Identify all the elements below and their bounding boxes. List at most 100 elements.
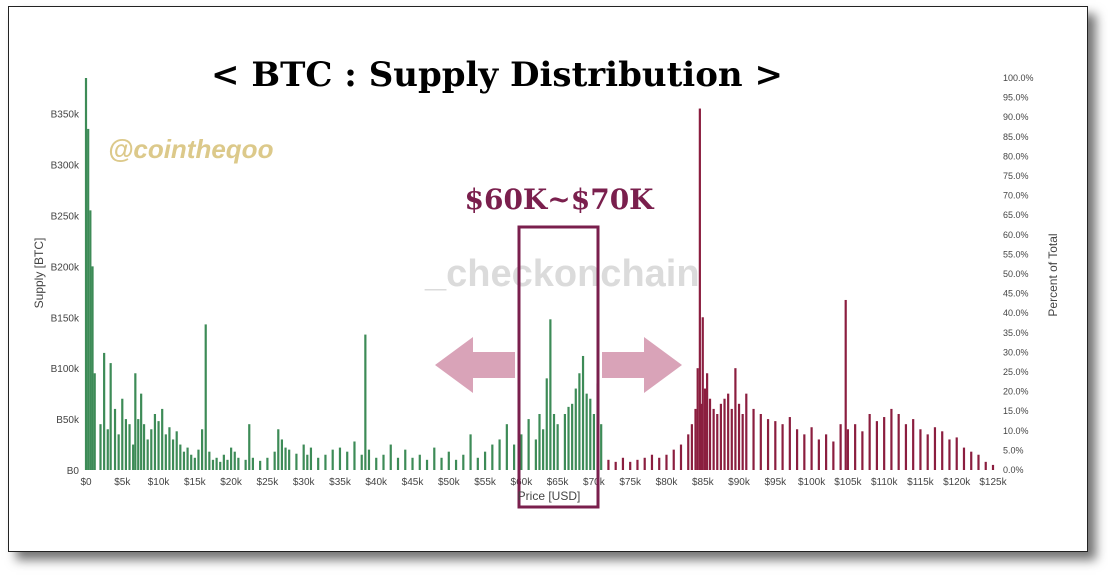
bar-s0-85 <box>498 439 501 470</box>
bar-s1-53 <box>904 424 908 470</box>
bar-s0-99 <box>571 403 574 470</box>
bar-s0-27 <box>175 431 178 470</box>
bar-s1-45 <box>846 429 849 470</box>
bar-s1-52 <box>897 414 900 470</box>
bar-s1-37 <box>795 429 799 470</box>
bar-s0-4 <box>93 373 96 470</box>
bar-s1-63 <box>977 454 980 470</box>
bar-s0-55 <box>295 453 298 470</box>
bar-s1-40 <box>817 439 820 470</box>
bar-s0-53 <box>284 447 287 470</box>
y2-tick-label: 20.0% <box>1003 387 1029 397</box>
x-tick-label: $80k <box>656 477 679 488</box>
bar-s1-47 <box>861 431 864 470</box>
bar-s0-96 <box>556 424 559 470</box>
x-tick-label: $60k <box>511 477 534 488</box>
y-tick-label: B250k <box>51 212 80 223</box>
bar-s0-57 <box>306 454 309 470</box>
bar-s0-60 <box>324 454 327 470</box>
x-axis: $0 $5k $10k $15k $20k $25k $30k $35k $40k $45k $50… <box>80 477 1007 488</box>
bar-s0-33 <box>197 449 200 470</box>
bar-s0-12 <box>124 419 128 470</box>
bar-s0-29 <box>182 451 186 470</box>
bar-s0-39 <box>219 461 222 470</box>
bar-s0-42 <box>230 447 233 470</box>
highlight-box <box>517 225 600 509</box>
y-tick-label: B150k <box>51 313 80 324</box>
bar-s0-54 <box>288 449 291 470</box>
bar-s0-11 <box>121 398 124 470</box>
bar-s0-41 <box>226 459 229 470</box>
bar-s0-47 <box>251 457 254 470</box>
bar-s0-100 <box>574 388 577 470</box>
x-tick-label: $110k <box>871 477 899 488</box>
bar-s1-31 <box>752 408 755 470</box>
right-arrow-icon <box>602 337 682 393</box>
bar-s0-0 <box>84 78 88 470</box>
bar-s0-78 <box>447 451 450 470</box>
bar-s0-50 <box>273 451 276 470</box>
bar-s0-70 <box>389 444 392 470</box>
bar-s0-98 <box>567 406 570 470</box>
y2-tick-label: 75.0% <box>1003 171 1029 181</box>
bar-s0-67 <box>367 449 371 470</box>
bar-s0-104 <box>589 398 592 470</box>
x-tick-label: $10k <box>148 477 171 488</box>
bar-s0-73 <box>411 457 414 470</box>
bar-s0-95 <box>552 414 556 470</box>
y2-axis: 0.0% 5.0% 10.0% 15.0% 20.0% 25.0% 30.0% 35.0% 40… <box>1003 73 1034 475</box>
bar-s0-31 <box>190 454 193 470</box>
bar-s0-88 <box>520 434 523 470</box>
x-tick-label: $0 <box>80 477 92 488</box>
bar-s1-7 <box>658 457 661 470</box>
bar-s1-27 <box>734 368 737 470</box>
y2-tick-label: 0.0% <box>1003 465 1024 475</box>
x-tick-label: $20k <box>220 477 243 488</box>
y-tick-label: B300k <box>51 161 80 172</box>
bar-s1-41 <box>825 434 828 470</box>
y2-tick-label: 100.0% <box>1003 73 1034 83</box>
bar-s1-6 <box>650 454 654 470</box>
bar-s1-25 <box>727 393 730 470</box>
bar-s0-8 <box>109 363 112 470</box>
y-tick-label: B50k <box>56 415 80 426</box>
bar-s0-38 <box>215 457 218 470</box>
bar-s0-62 <box>338 447 342 470</box>
bar-s1-2 <box>621 457 625 470</box>
bar-s0-66 <box>364 334 367 470</box>
bar-s0-86 <box>505 424 508 470</box>
bar-s1-39 <box>810 427 813 470</box>
bar-s1-8 <box>665 454 668 470</box>
x-tick-label: $125k <box>979 477 1007 488</box>
bar-s1-3 <box>629 461 632 470</box>
y-tick-label: B350k <box>51 110 80 121</box>
bar-s0-58 <box>309 447 313 470</box>
x-tick-label: $40k <box>365 477 388 488</box>
bar-s1-58 <box>941 431 944 470</box>
bar-s0-71 <box>396 457 400 470</box>
bar-s1-38 <box>803 434 806 470</box>
bar-s0-28 <box>179 444 182 470</box>
y2-tick-label: 40.0% <box>1003 308 1029 318</box>
y2-tick-label: 65.0% <box>1003 210 1029 220</box>
bar-s0-51 <box>277 429 280 470</box>
bar-s1-9 <box>672 449 675 470</box>
bar-s0-21 <box>153 414 157 470</box>
bar-s1-16 <box>700 403 703 470</box>
bar-s0-94 <box>549 319 552 470</box>
x-tick-label: $65k <box>547 477 570 488</box>
bar-s0-97 <box>563 414 566 470</box>
bar-s0-64 <box>353 441 356 470</box>
bar-s1-62 <box>970 451 973 470</box>
bar-s1-0 <box>607 459 610 470</box>
bar-s0-5 <box>99 424 102 470</box>
bar-s0-18 <box>142 424 146 470</box>
bar-s0-83 <box>483 451 487 470</box>
bar-s0-63 <box>346 451 349 470</box>
bar-s1-42 <box>832 441 835 470</box>
bar-s1-26 <box>730 408 733 470</box>
y2-tick-label: 5.0% <box>1003 445 1024 455</box>
x-tick-label: $90k <box>728 477 751 488</box>
bar-s0-37 <box>211 459 215 470</box>
bar-s0-91 <box>538 414 541 470</box>
